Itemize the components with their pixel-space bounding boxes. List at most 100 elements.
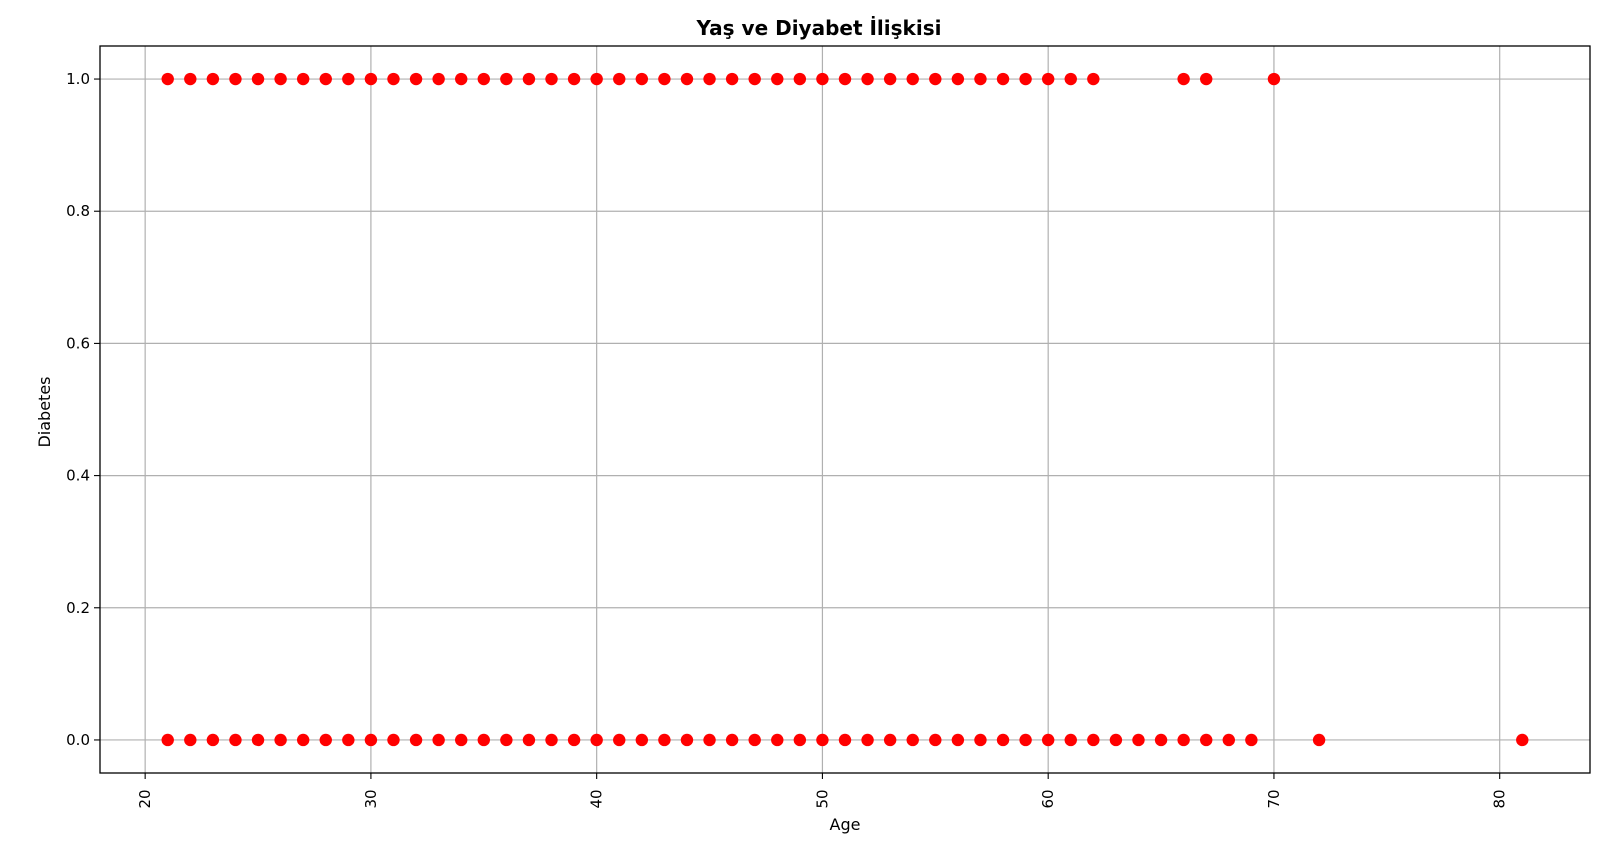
scatter-point xyxy=(703,72,716,86)
scatter-point xyxy=(703,733,716,747)
scatter-point xyxy=(1019,733,1032,747)
scatter-point xyxy=(974,733,987,747)
scatter-point xyxy=(680,733,694,747)
scatter-point xyxy=(1064,72,1077,86)
scatter-point xyxy=(455,733,468,747)
scatter-point xyxy=(161,733,174,747)
scatter-point xyxy=(974,72,987,86)
scatter-point xyxy=(319,733,332,747)
scatter-point xyxy=(522,72,536,86)
scatter-point xyxy=(883,72,897,86)
scatter-point xyxy=(1200,72,1213,86)
scatter-point xyxy=(725,733,739,747)
scatter-point xyxy=(1222,733,1235,747)
scatter-point xyxy=(229,733,242,747)
scatter-point xyxy=(748,72,761,86)
scatter-point xyxy=(635,733,649,747)
scatter-point xyxy=(1041,733,1055,747)
scatter-point xyxy=(1064,733,1077,747)
scatter-point xyxy=(387,72,400,86)
plot-frame xyxy=(99,45,1591,774)
scatter-point xyxy=(590,72,603,86)
y-tick-label: 0.8 xyxy=(66,202,90,220)
scatter-point xyxy=(477,72,490,86)
scatter-point xyxy=(1087,733,1100,747)
scatter-point xyxy=(432,72,445,86)
x-tick-label: 40 xyxy=(588,789,606,808)
scatter-point xyxy=(432,733,445,747)
scatter-point xyxy=(500,733,513,747)
scatter-point xyxy=(816,72,829,86)
scatter-point xyxy=(455,72,468,86)
scatter-point xyxy=(838,733,852,747)
scatter-point xyxy=(364,72,378,86)
scatter-point xyxy=(319,72,332,86)
x-axis: 20 30 40 50 60 70 80 xyxy=(136,773,1509,809)
scatter-point xyxy=(1154,733,1168,747)
scatter-point xyxy=(1177,72,1190,86)
scatter-point xyxy=(342,733,355,747)
scatter-point xyxy=(545,72,558,86)
scatter-point xyxy=(251,72,265,86)
scatter-point xyxy=(838,72,852,86)
x-tick-label: 50 xyxy=(813,789,831,808)
y-tick-label: 1.0 xyxy=(66,70,90,88)
points-layer xyxy=(161,72,1529,747)
scatter-point xyxy=(545,733,558,747)
scatter-point xyxy=(613,733,626,747)
scatter-point xyxy=(161,72,174,86)
chart-title: Yaş ve Diyabet İlişkisi xyxy=(696,16,942,40)
y-axis: 0.0 0.2 0.4 0.6 0.8 1.0 xyxy=(66,70,100,749)
scatter-point xyxy=(793,733,807,747)
scatter-point xyxy=(184,72,197,86)
scatter-point xyxy=(251,733,265,747)
scatter-point xyxy=(861,733,874,747)
scatter-point xyxy=(1132,733,1145,747)
scatter-point xyxy=(1312,733,1326,747)
x-axis-label: Age xyxy=(830,815,861,834)
scatter-point xyxy=(1200,733,1213,747)
x-tick-label: 70 xyxy=(1265,789,1283,808)
scatter-point xyxy=(951,72,965,86)
y-axis-label: Diabetes xyxy=(35,376,54,447)
scatter-point xyxy=(409,733,423,747)
scatter-point xyxy=(206,733,220,747)
scatter-point xyxy=(658,72,671,86)
x-tick-label: 80 xyxy=(1491,789,1509,808)
scatter-point xyxy=(748,733,761,747)
scatter-point xyxy=(567,72,581,86)
scatter-point xyxy=(567,733,581,747)
scatter-point xyxy=(635,72,649,86)
x-tick-label: 20 xyxy=(136,789,154,808)
scatter-point xyxy=(883,733,897,747)
scatter-point xyxy=(929,72,942,86)
scatter-point xyxy=(929,733,942,747)
y-tick-label: 0.4 xyxy=(66,467,90,485)
scatter-point xyxy=(274,72,287,86)
scatter-point xyxy=(1245,733,1258,747)
scatter-point xyxy=(1041,72,1055,86)
grid-layer xyxy=(100,46,1590,773)
scatter-point xyxy=(771,733,784,747)
scatter-point xyxy=(996,733,1010,747)
scatter-point xyxy=(296,733,310,747)
scatter-point xyxy=(613,72,626,86)
scatter-point xyxy=(206,72,220,86)
scatter-point xyxy=(1087,72,1100,86)
scatter-point xyxy=(771,72,784,86)
y-tick-label: 0.6 xyxy=(66,334,90,352)
scatter-point xyxy=(409,72,423,86)
scatter-point xyxy=(184,733,197,747)
scatter-point xyxy=(951,733,965,747)
scatter-point xyxy=(342,72,355,86)
scatter-point xyxy=(590,733,603,747)
y-tick-label: 0.2 xyxy=(66,599,90,617)
scatter-point xyxy=(477,733,490,747)
scatter-point xyxy=(364,733,378,747)
x-tick-label: 60 xyxy=(1039,789,1057,808)
scatter-point xyxy=(1177,733,1190,747)
scatter-point xyxy=(658,733,671,747)
scatter-point xyxy=(1516,733,1529,747)
scatter-point xyxy=(1109,733,1123,747)
scatter-point xyxy=(906,733,919,747)
